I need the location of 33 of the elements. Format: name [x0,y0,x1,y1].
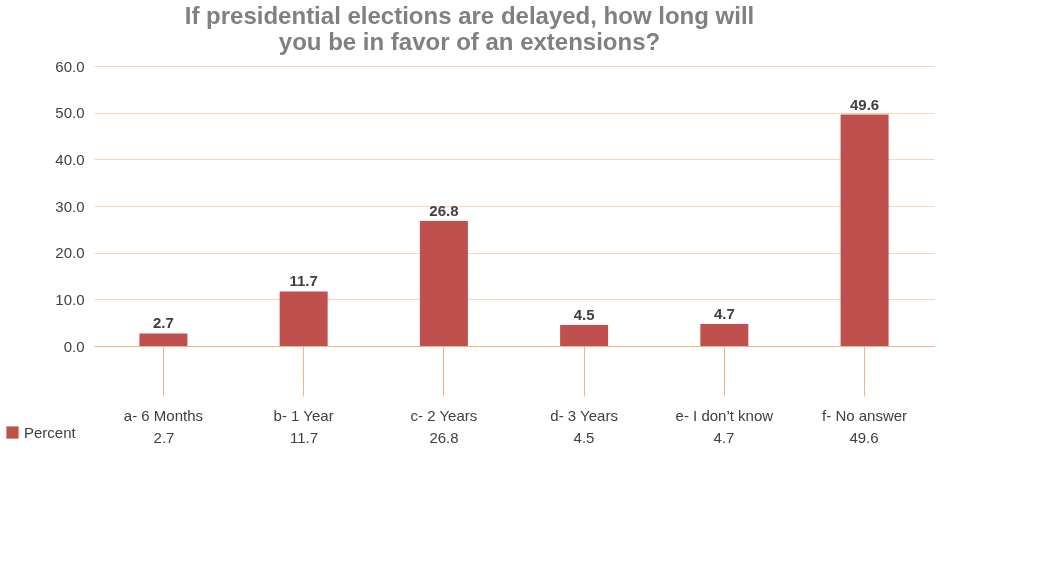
data-label: 2.7 [153,429,175,446]
y-tick-label: 50.0 [55,104,85,122]
x-tick-label: f- No answer [822,406,908,424]
bar [279,291,328,346]
y-tick-label: 40.0 [55,150,85,168]
data-label: 26.8 [429,429,459,446]
y-tick-label: 0.0 [63,337,85,355]
chart-title: If presidential elections are delayed, how long will you be in favor of an extensions? [184,2,755,55]
y-tick-label: 10.0 [55,290,85,308]
annotation: 11.7 [289,272,318,290]
data-label: 4.7 [713,429,735,446]
annotation: 26.8 [429,201,459,219]
annotation: 4.7 [713,305,735,323]
annotation: 4.5 [573,306,595,323]
y-tick-label: 30.0 [55,197,85,215]
bar [700,324,749,346]
data-label: 49.6 [849,429,879,446]
y-tick-label: 60.0 [55,57,85,75]
bar [419,220,468,346]
bar [560,325,609,346]
annotation: 49.6 [849,95,880,113]
x-tick-label: b- 1 Year [273,406,334,424]
annotation: 2.7 [152,314,174,332]
x-tick-label: c- 2 Years [410,406,478,424]
legend-label: Percent [24,423,77,441]
bar [139,333,188,346]
x-tick-label: d- 3 Years [550,406,618,424]
data-label: 4.5 [573,429,595,446]
x-tick-label: a- 6 Months [123,406,204,424]
bar [840,114,889,346]
y-tick-label: 20.0 [55,244,85,262]
data-label: 11.7 [289,429,319,446]
x-tick-label: e- I don’t know [675,406,774,424]
